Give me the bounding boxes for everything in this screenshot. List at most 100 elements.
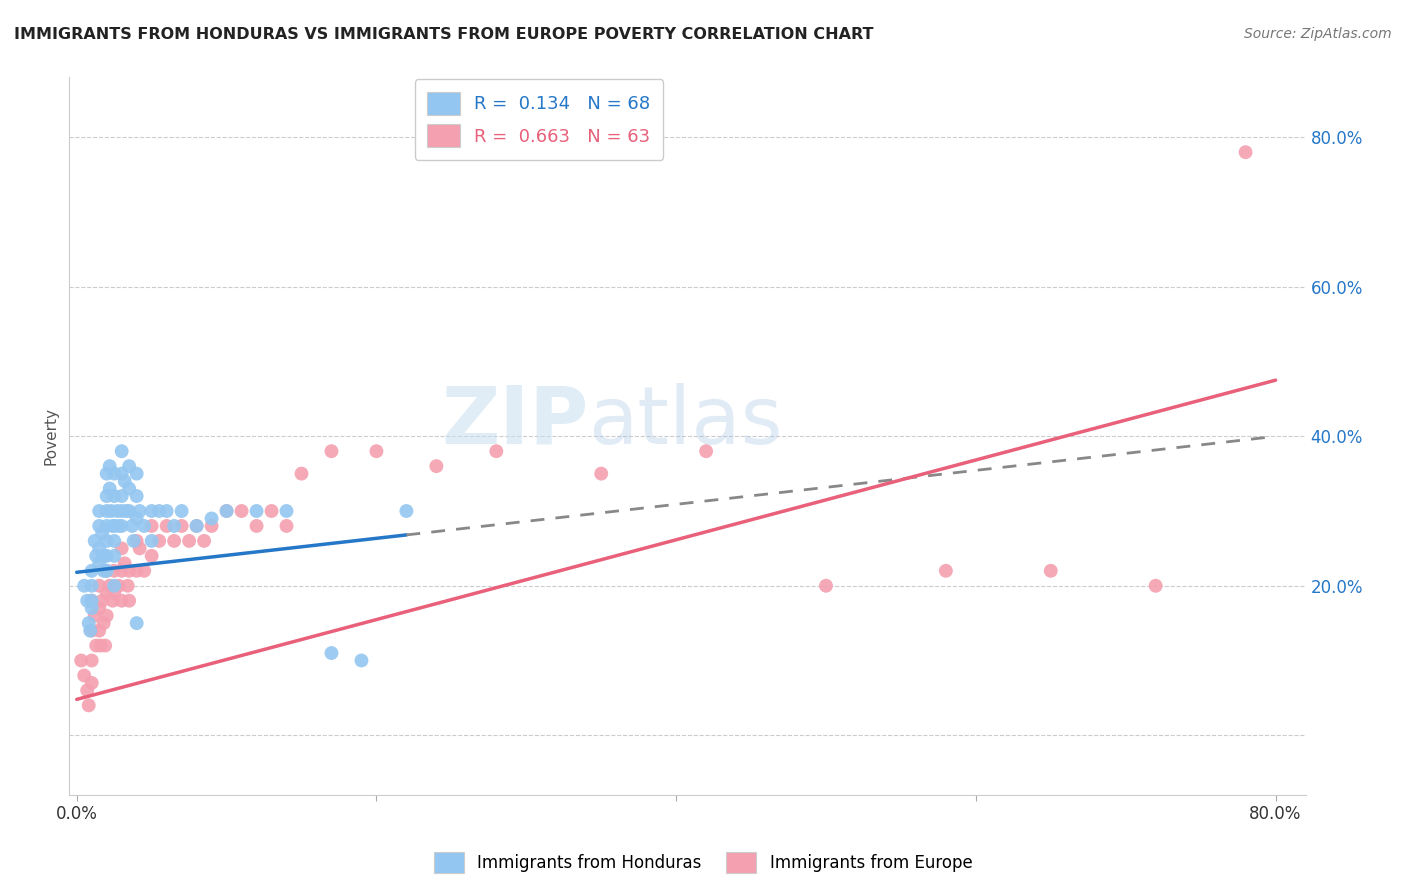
Y-axis label: Poverty: Poverty (44, 408, 58, 466)
Point (111, 504, 134, 518)
Point (395, 504, 418, 518)
Point (89, 504, 111, 518)
Point (118, 482, 141, 496)
Point (111, 467, 134, 481)
Point (96, 564, 118, 578)
Point (179, 533, 201, 548)
Point (231, 504, 253, 518)
Point (100, 504, 122, 518)
Legend: R =  0.134   N = 68, R =  0.663   N = 63: R = 0.134 N = 68, R = 0.663 N = 63 (415, 79, 664, 160)
Point (93, 564, 115, 578)
Point (96, 533, 118, 548)
Point (84, 639, 107, 653)
Point (91, 593, 114, 607)
Point (200, 511, 222, 525)
Point (485, 444, 508, 458)
Point (935, 564, 957, 578)
Point (118, 564, 141, 578)
Point (103, 533, 125, 548)
Point (591, 467, 613, 481)
Point (89, 541, 111, 556)
Text: ZIP: ZIP (441, 383, 589, 461)
Point (117, 579, 139, 593)
Point (134, 564, 156, 578)
Point (111, 519, 134, 533)
Point (96, 467, 118, 481)
Point (111, 489, 134, 503)
Point (83, 608, 105, 623)
Point (425, 459, 447, 474)
Point (96, 489, 118, 503)
Point (96, 504, 118, 518)
Point (134, 519, 156, 533)
Point (94, 639, 117, 653)
Point (1144, 579, 1167, 593)
Point (80, 593, 103, 607)
Point (76, 593, 98, 607)
Point (121, 519, 143, 533)
Point (163, 519, 186, 533)
Point (107, 579, 129, 593)
Point (114, 557, 136, 571)
Point (118, 459, 141, 474)
Point (695, 444, 717, 458)
Text: Source: ZipAtlas.com: Source: ZipAtlas.com (1244, 27, 1392, 41)
Text: IMMIGRANTS FROM HONDURAS VS IMMIGRANTS FROM EUROPE POVERTY CORRELATION CHART: IMMIGRANTS FROM HONDURAS VS IMMIGRANTS F… (14, 27, 873, 42)
Point (103, 549, 125, 563)
Point (111, 541, 134, 556)
Point (73, 579, 96, 593)
Point (141, 549, 163, 563)
Point (125, 467, 148, 481)
Point (83, 533, 105, 548)
Point (98, 579, 121, 593)
Point (90, 639, 112, 653)
Legend: Immigrants from Honduras, Immigrants from Europe: Immigrants from Honduras, Immigrants fro… (427, 846, 979, 880)
Point (91, 526, 114, 541)
Point (1234, 145, 1257, 160)
Point (276, 519, 298, 533)
Point (111, 444, 134, 458)
Point (103, 586, 125, 600)
Point (141, 504, 163, 518)
Point (80, 579, 103, 593)
Point (290, 467, 312, 481)
Point (114, 474, 136, 488)
Point (89, 579, 111, 593)
Point (84, 549, 107, 563)
Point (80, 624, 103, 638)
Point (79, 624, 101, 638)
Point (103, 489, 125, 503)
Point (80, 601, 103, 615)
Point (366, 444, 388, 458)
Point (215, 504, 238, 518)
Point (125, 616, 148, 631)
Point (245, 504, 267, 518)
Point (80, 653, 103, 667)
Point (89, 519, 111, 533)
Point (98, 459, 121, 474)
Point (80, 593, 103, 607)
Point (156, 519, 179, 533)
Point (122, 533, 145, 548)
Point (156, 504, 179, 518)
Point (89, 624, 111, 638)
Point (125, 511, 148, 525)
Point (118, 593, 141, 607)
Point (245, 519, 267, 533)
Point (125, 489, 148, 503)
Point (103, 579, 125, 593)
Point (101, 593, 124, 607)
Point (118, 504, 141, 518)
Point (814, 579, 837, 593)
Point (93, 549, 115, 563)
Point (96, 549, 118, 563)
Point (80, 564, 103, 578)
Point (141, 533, 163, 548)
Point (148, 504, 170, 518)
Point (170, 519, 193, 533)
Point (101, 519, 124, 533)
Point (103, 519, 125, 533)
Point (89, 557, 111, 571)
Point (148, 533, 170, 548)
Point (98, 482, 121, 496)
